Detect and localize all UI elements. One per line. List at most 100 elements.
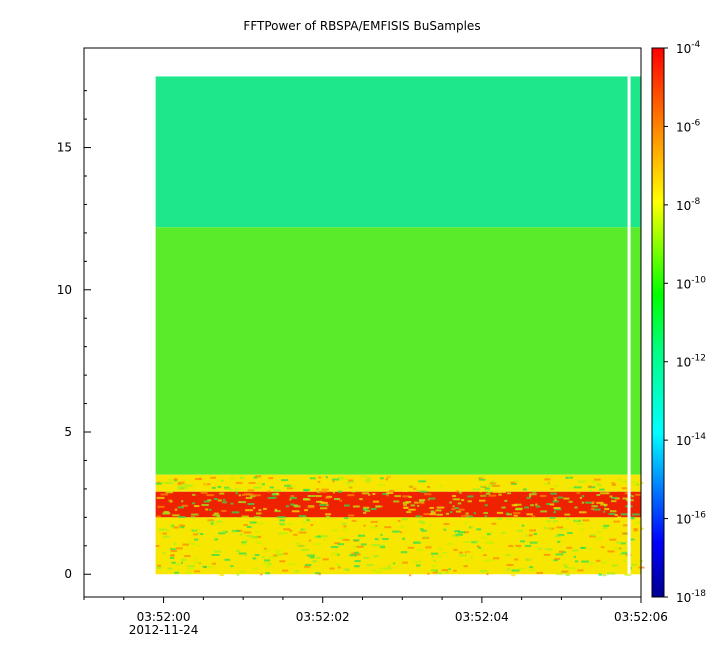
spectrogram-speckle <box>590 480 598 483</box>
spectrogram-speckle <box>213 512 219 515</box>
spectrogram-speckle <box>635 493 641 496</box>
spectrogram-speckle <box>607 550 615 553</box>
spectrogram-speckle <box>397 519 401 522</box>
spectrogram-speckle <box>491 480 495 483</box>
spectrogram-speckle <box>637 481 644 484</box>
spectrogram-speckle <box>508 524 512 527</box>
spectrogram-speckle <box>574 560 579 563</box>
spectrogram-speckle <box>594 505 598 508</box>
spectrogram-speckle <box>484 487 490 490</box>
spectrogram-speckle <box>325 513 332 516</box>
spectrogram-speckle <box>508 545 514 548</box>
spectrogram-speckle <box>274 508 278 511</box>
spectrogram-speckle <box>416 489 419 492</box>
spectrogram-speckle <box>318 490 327 493</box>
spectrogram-speckle <box>524 506 529 509</box>
spectrogram-speckle <box>303 489 309 492</box>
spectrogram-speckle <box>557 534 565 537</box>
spectrogram-speckle <box>389 489 395 492</box>
spectrogram-speckle <box>493 491 501 494</box>
spectrogram-speckle <box>262 475 269 478</box>
spectrogram-speckle <box>599 488 605 491</box>
spectrogram-speckle <box>212 562 217 565</box>
spectrogram-speckle <box>217 485 222 488</box>
spectrogram-speckle <box>449 501 452 504</box>
colorbar-ticks: 10-4 10-6 10-8 10-10 10-12 10-14 10-16 10-18 <box>664 40 706 605</box>
spectrogram-speckle <box>608 512 616 515</box>
spectrogram-speckle <box>181 558 187 561</box>
spectrogram-speckle <box>337 484 342 487</box>
spectrogram-speckle <box>486 543 494 546</box>
spectrogram-speckle <box>470 527 475 530</box>
spectrogram-speckle <box>363 506 370 509</box>
spectrogram-speckle <box>501 531 506 534</box>
spectrogram-speckle <box>584 501 593 504</box>
spectrogram-speckle <box>611 500 617 503</box>
spectrogram-speckle <box>503 549 508 552</box>
spectrogram-speckle <box>173 542 177 545</box>
spectrogram-speckle <box>599 492 608 495</box>
spectrogram-speckle <box>231 511 240 514</box>
spectrogram-speckle <box>399 563 402 566</box>
spectrogram-speckle <box>354 551 360 554</box>
spectrogram-speckle <box>377 544 385 547</box>
spectrogram-speckle <box>620 542 626 545</box>
spectrogram-speckle <box>505 539 511 542</box>
spectrogram-speckle <box>431 511 436 514</box>
spectrogram-speckle <box>454 562 458 565</box>
spectrogram-speckle <box>385 478 389 481</box>
spectrogram-speckle <box>446 545 453 548</box>
spectrogram-speckle <box>543 526 547 529</box>
spectrogram-speckle <box>546 503 551 506</box>
spectrogram-speckle <box>386 492 394 495</box>
spectrogram-speckle <box>274 510 281 513</box>
spectrogram-speckle <box>633 529 638 532</box>
spectrogram-speckle <box>213 538 218 541</box>
spectrogram-speckle <box>479 570 488 573</box>
spectrogram-speckle <box>236 573 240 576</box>
spectrogram-speckle <box>529 494 532 497</box>
spectrogram-speckle <box>619 553 623 556</box>
spectrogram-speckle <box>399 525 405 528</box>
spectrogram-speckle <box>544 483 550 486</box>
spectrogram-speckle <box>418 480 426 483</box>
colorbar-tick-label: 10-10 <box>676 275 706 291</box>
spectrogram-speckle <box>203 500 210 503</box>
spectrogram-speckle <box>212 538 215 541</box>
spectrogram-speckle <box>300 548 309 551</box>
spectrogram-speckle <box>567 532 573 535</box>
colorbar-tick-label: 10-4 <box>676 40 701 56</box>
spectrogram-speckle <box>303 498 310 501</box>
spectrogram-speckle <box>556 572 564 575</box>
spectrogram-speckle <box>549 516 556 519</box>
spectrogram-speckle <box>430 570 437 573</box>
spectrogram-speckle <box>343 528 349 531</box>
spectrogram-speckle <box>243 523 248 526</box>
spectrogram-speckle <box>382 493 390 496</box>
spectrogram-speckle <box>481 536 487 539</box>
spectrogram-speckle <box>631 495 634 498</box>
spectrogram-speckle <box>455 510 462 513</box>
spectrogram-speckle <box>517 516 521 519</box>
spectrogram-speckle <box>175 547 183 550</box>
spectrogram-speckle <box>461 499 465 502</box>
spectrogram-speckle <box>312 563 320 566</box>
spectrogram-speckle <box>238 552 247 555</box>
spectrogram-speckle <box>438 569 442 572</box>
spectrogram-speckle <box>483 561 486 564</box>
spectrogram-speckle <box>363 557 369 560</box>
spectrogram-speckle <box>595 537 602 540</box>
spectrogram-speckle <box>307 495 316 498</box>
spectrogram-speckle <box>348 486 353 489</box>
spectrogram-speckle <box>581 495 585 498</box>
spectrogram-speckle <box>161 481 169 484</box>
y-tick-label: 0 <box>64 567 72 581</box>
spectrogram-speckle <box>163 510 170 513</box>
spectrogram-speckle <box>418 520 425 523</box>
spectrogram-speckle <box>520 540 526 543</box>
spectrogram-speckle <box>568 567 576 570</box>
spectrogram-speckle <box>230 526 236 529</box>
spectrogram-speckle <box>402 495 410 498</box>
spectrogram-speckle <box>578 511 587 514</box>
spectrogram-speckle <box>585 538 590 541</box>
